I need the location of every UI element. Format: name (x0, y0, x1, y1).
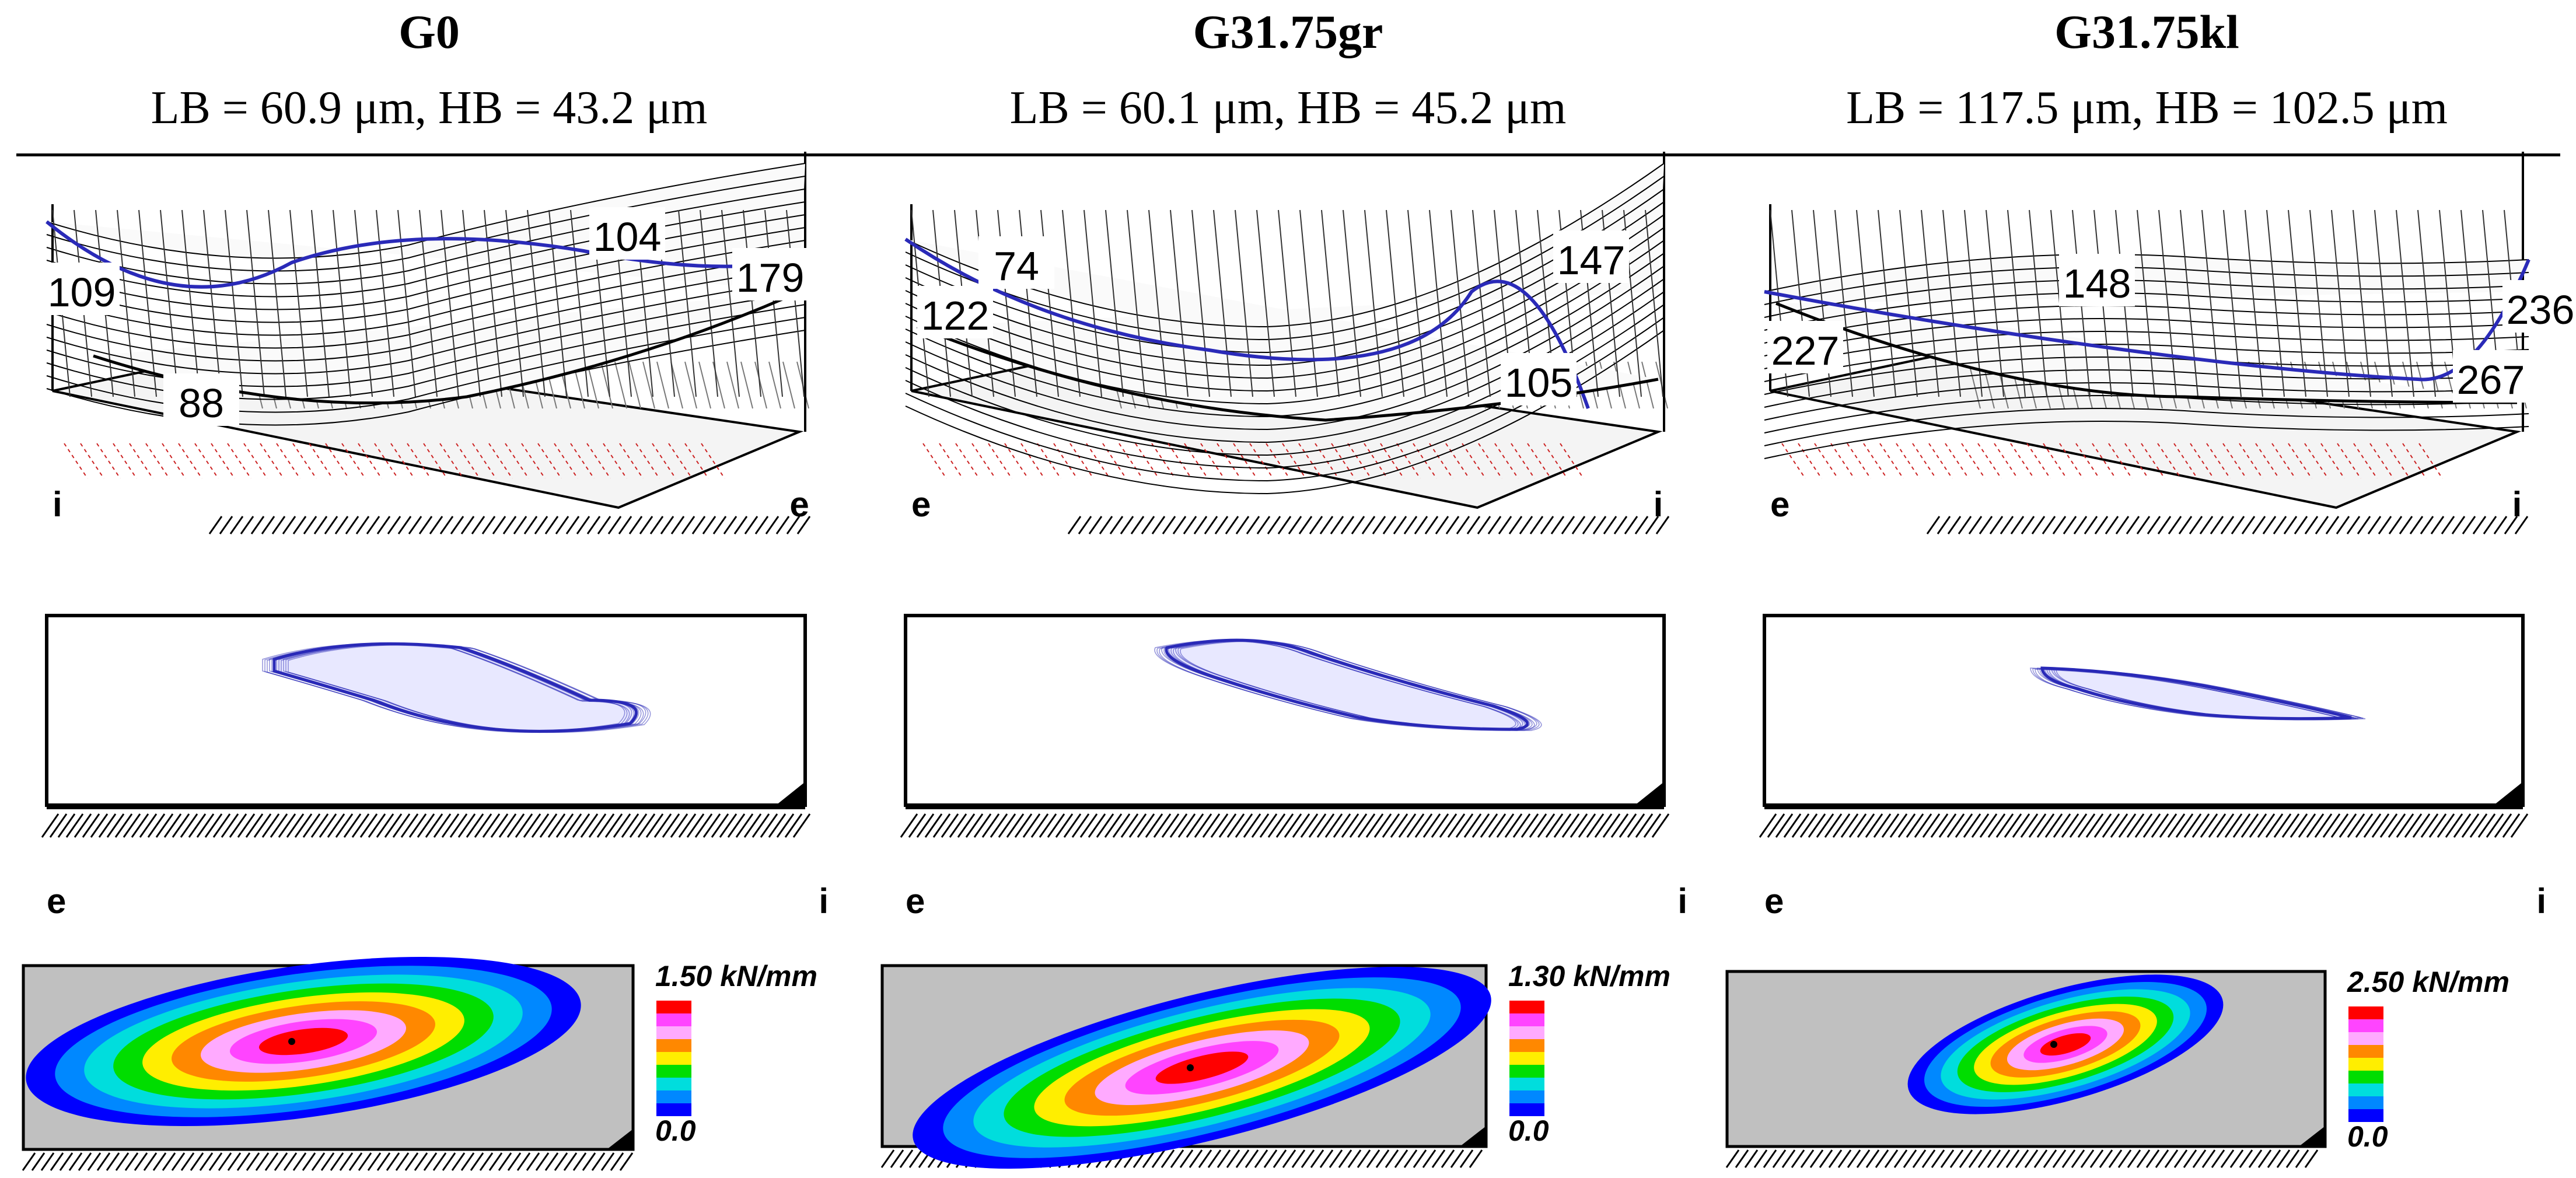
scale-max-label: 1.50 kN/mm (655, 960, 817, 992)
surface-value-label: 236 (2507, 287, 2575, 333)
surface-value-label: 179 (736, 255, 805, 300)
contour-map: 1.30 kN/mm 0.0 (880, 960, 1670, 1169)
scale-min-label: 0.0 (2347, 1120, 2388, 1153)
surface-value-label: 104 (593, 214, 662, 260)
panel-g31-75gr: G31.75gr LB = 60.1 μm, HB = 45.2 μm (859, 0, 1717, 1178)
contour-map: 2.50 kN/mm 0.0 (1725, 966, 2509, 1168)
contour-map: 1.50 kN/mm 0.0 (22, 956, 817, 1171)
scale-min-label: 0.0 (655, 1114, 696, 1147)
surface-value-label: 147 (1557, 237, 1626, 283)
color-scale-bar: 2.50 kN/mm 0.0 (2347, 966, 2509, 1153)
surface-value-label: 105 (1505, 360, 1573, 406)
plan-axis-left: e (1764, 882, 1784, 921)
surface-axis-right: i (1654, 485, 1663, 524)
panel-g31-75kl: G31.75kl LB = 117.5 μm, HB = 102.5 μm (1718, 0, 2576, 1178)
panel-measures: LB = 117.5 μm, HB = 102.5 μm (1846, 82, 2448, 134)
panel-g0: G0 LB = 60.9 μm, HB = 43.2 μm (0, 0, 858, 1178)
panel-title: G0 (399, 5, 460, 58)
scale-min-label: 0.0 (1508, 1114, 1549, 1147)
plan-axis-right: i (1677, 882, 1687, 921)
surface-plot-1: 74 147 122 105 e i e i (900, 152, 1687, 921)
surface-axis-right: e (789, 485, 809, 524)
surface-axis-left: i (53, 485, 62, 524)
panel-title: G31.75kl (2054, 5, 2239, 58)
plan-axis-left: e (906, 882, 925, 921)
color-scale-bar: 1.50 kN/mm 0.0 (655, 960, 817, 1147)
scale-max-label: 1.30 kN/mm (1508, 960, 1670, 992)
surface-value-label: 109 (48, 270, 116, 315)
surface-value-label: 267 (2457, 357, 2525, 403)
panel-measures: LB = 60.9 μm, HB = 43.2 μm (151, 82, 708, 134)
scale-max-label: 2.50 kN/mm (2347, 966, 2509, 998)
plan-axis-right: i (819, 882, 829, 921)
surface-axis-right: i (2512, 485, 2522, 524)
plan-axis-left: e (47, 882, 66, 921)
plan-axis-right: i (2536, 882, 2546, 921)
surface-value-label: 227 (1771, 328, 1840, 373)
surface-value-label: 148 (2063, 261, 2131, 306)
surface-axis-left: e (911, 485, 931, 524)
color-scale-bar: 1.30 kN/mm 0.0 (1508, 960, 1670, 1147)
header-rule (16, 153, 2560, 156)
panel-measures: LB = 60.1 μm, HB = 45.2 μm (1009, 82, 1567, 134)
surface-value-label: 88 (179, 380, 224, 426)
surface-plot-0: 109 104 179 88 i e e i (41, 152, 829, 921)
surface-value-label: 74 (994, 243, 1039, 289)
surface-value-label: 122 (921, 293, 990, 338)
panel-title: G31.75gr (1193, 5, 1383, 58)
surface-axis-left: e (1770, 485, 1789, 524)
